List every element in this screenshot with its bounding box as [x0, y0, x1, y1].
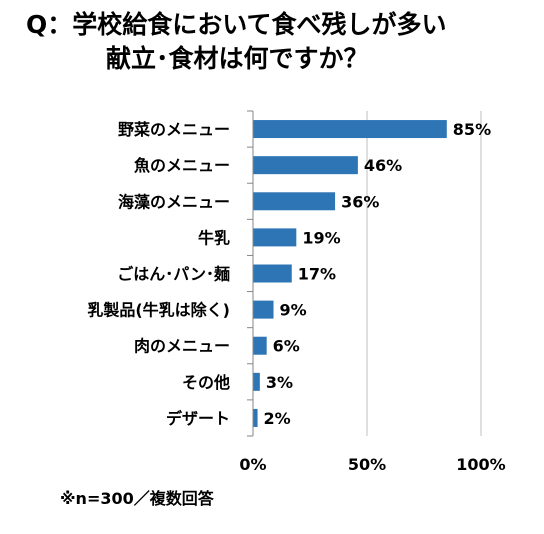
bar [253, 156, 358, 175]
value-label: 46% [364, 156, 402, 175]
x-tick-label: 50% [348, 455, 386, 474]
bar [253, 120, 447, 139]
chart-title-line-1: Q：学校給食において食べ残しが多い [26, 10, 447, 39]
category-label: 乳製品(牛乳は除く) [87, 301, 230, 320]
chart-title-line-2: 献立･食材は何ですか？ [106, 44, 369, 73]
category-label: デザート [166, 409, 230, 428]
x-tick-label: 100% [456, 455, 505, 474]
value-label: 6% [273, 337, 300, 356]
category-label: 魚のメニュー [134, 156, 230, 175]
x-tick-label: 0% [239, 455, 266, 474]
sample-note: ※n=300／複数回答 [60, 489, 214, 508]
axes [247, 110, 254, 437]
value-label: 19% [302, 228, 340, 247]
value-label: 85% [453, 120, 491, 139]
labels: 0% 50% 100% 野菜のメニュー 85% 魚のメニュー 46% 海藻のメニュー 36% 牛乳… [87, 120, 505, 474]
category-label: ごはん･パン･麺 [117, 265, 230, 284]
bars [253, 120, 447, 427]
bar [253, 408, 258, 427]
chart-title: Q：学校給食において食べ残しが多い 献立･食材は何ですか？ [0, 8, 544, 76]
gridlines [366, 111, 482, 436]
category-label: その他 [182, 373, 230, 392]
value-label: 17% [298, 265, 336, 284]
value-label: 3% [266, 373, 293, 392]
bar [253, 336, 267, 355]
bar [253, 300, 274, 319]
value-label: 2% [264, 409, 291, 428]
bar [253, 228, 297, 247]
bar [253, 264, 292, 283]
category-label: 肉のメニュー [134, 337, 230, 356]
category-label: 海藻のメニュー [118, 192, 230, 211]
category-label: 野菜のメニュー [118, 120, 230, 139]
bar [253, 192, 336, 211]
bar [253, 372, 260, 391]
value-label: 36% [341, 192, 379, 211]
category-label: 牛乳 [198, 228, 230, 247]
value-label: 9% [280, 301, 307, 320]
